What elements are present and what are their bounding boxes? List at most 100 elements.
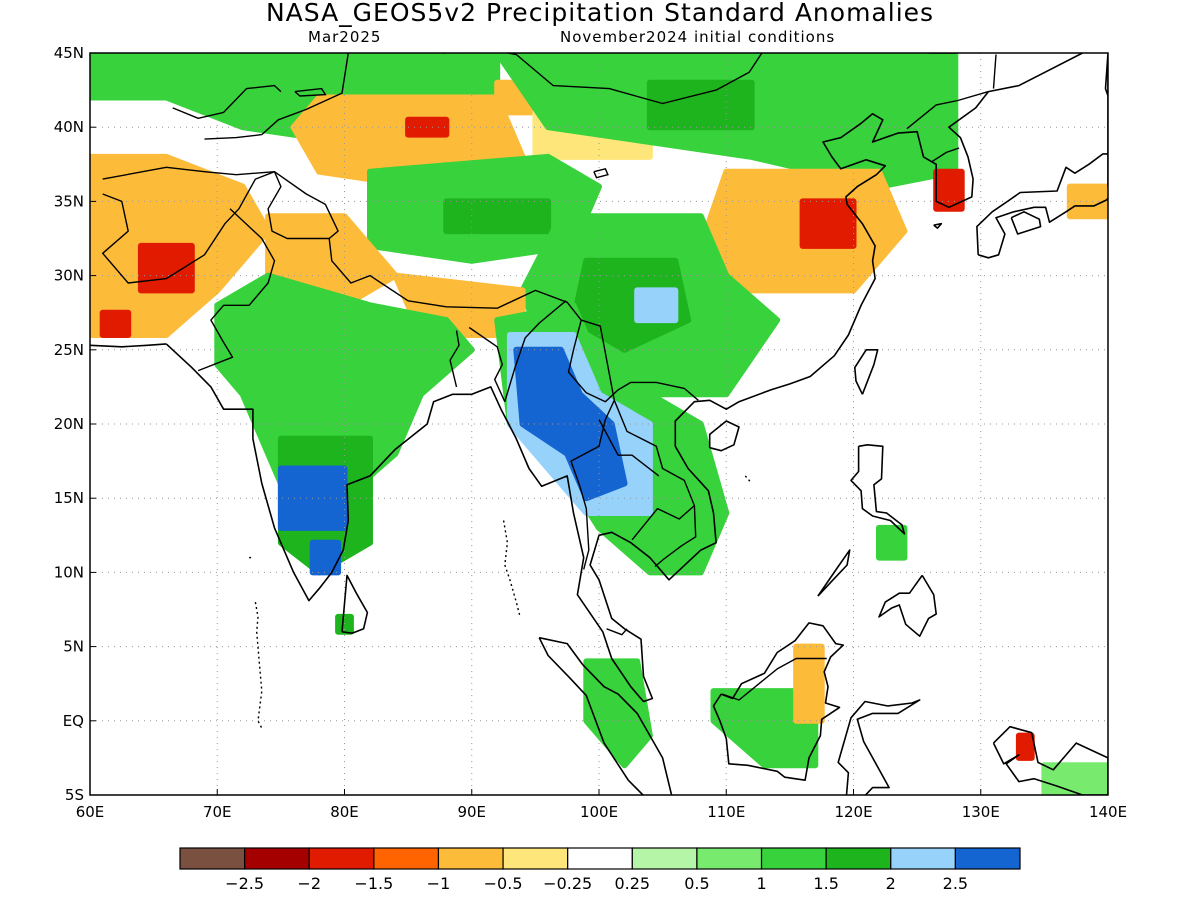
lat-tick-label: 5N	[63, 638, 84, 656]
lon-tick-label: 100E	[580, 803, 618, 821]
lat-tick-label: EQ	[63, 712, 84, 730]
lat-tick-label: 30N	[54, 267, 84, 285]
coastline	[538, 636, 673, 795]
colorbar-swatch	[179, 847, 246, 870]
country-border	[274, 171, 339, 240]
lon-tick-label: 60E	[76, 803, 105, 821]
colorbar-label: −1.5	[354, 874, 393, 893]
lat-tick-label: 10N	[54, 563, 84, 581]
country-border	[504, 300, 567, 402]
coastline	[976, 53, 1108, 259]
colorbar-swatch	[954, 847, 1021, 870]
colorbar-swatch	[437, 847, 504, 870]
coastline	[1010, 211, 1042, 235]
grid-layer	[90, 53, 1108, 795]
country-border	[654, 505, 697, 568]
lat-tick-label: 40N	[54, 118, 84, 136]
lon-tick-label: 70E	[203, 803, 232, 821]
colorbar-label: 2.5	[943, 874, 968, 893]
colorbar-swatch	[696, 847, 763, 870]
colorbar-label: 2	[886, 874, 896, 893]
anomaly-region	[1066, 183, 1108, 220]
anomaly-region	[583, 658, 653, 769]
anomaly-fill-layer	[90, 53, 1108, 795]
coastline	[817, 549, 851, 597]
coastline	[708, 420, 740, 452]
country-border	[197, 208, 276, 372]
initial-conditions-label: November2024 initial conditions	[560, 28, 836, 46]
lon-tick-label: 110E	[707, 803, 745, 821]
country-border	[468, 326, 506, 402]
lon-tick-label: 120E	[834, 803, 872, 821]
island-chain	[254, 601, 263, 729]
colorbar-swatch	[502, 847, 569, 870]
lat-tick-label: 35N	[54, 192, 84, 210]
lake-outline	[279, 53, 281, 54]
colorbar-swatch	[631, 847, 698, 870]
anomaly-region	[335, 613, 354, 635]
coastline-layer	[90, 53, 1108, 795]
colorbar-label: 1.5	[813, 874, 838, 893]
colorbar-swatch	[373, 847, 440, 870]
colorbar-label: −0.25	[543, 874, 592, 893]
country-border	[261, 53, 349, 136]
colorbar-label: 1	[756, 874, 766, 893]
anomaly-region	[793, 643, 825, 724]
colorbar-swatch	[890, 847, 956, 870]
lake-outline	[294, 87, 327, 97]
anomaly-region	[799, 198, 857, 249]
country-border	[172, 84, 282, 120]
lon-tick-label: 90E	[457, 803, 486, 821]
colorbar-label: −2	[297, 874, 321, 893]
country-border	[722, 657, 827, 701]
chart-title: NASA_GEOS5v2 Precipitation Standard Anom…	[265, 0, 935, 27]
lake-outline	[593, 167, 609, 179]
island-chain	[502, 520, 521, 618]
coastline	[165, 53, 1083, 703]
colorbar-swatch	[760, 847, 827, 870]
colorbar-swatch	[825, 847, 892, 870]
lat-tick-label: 20N	[54, 415, 84, 433]
coastline	[853, 348, 879, 395]
lat-tick-label: 5S	[65, 786, 84, 804]
colorbar-legend: −2.5 −2 −1.5 −1 −0.5 −0.25 0.25 0.5 1 1.5 2 2.5	[179, 847, 1021, 893]
country-border	[992, 54, 997, 89]
anomaly-region	[634, 287, 679, 324]
colorbar-swatch	[308, 847, 375, 870]
coastline	[933, 222, 943, 229]
coastline	[850, 443, 906, 535]
colorbar-swatch	[567, 847, 633, 870]
axis-ticks: 60E 70E 80E 90E 100E 110E 120E 130E 140E 45N 40N 35…	[54, 44, 1127, 821]
colorbar-label: −0.5	[484, 874, 523, 893]
colorbar-label: −2.5	[225, 874, 264, 893]
lon-tick-label: 130E	[962, 803, 1000, 821]
country-border	[932, 147, 960, 162]
country-border	[1107, 757, 1108, 759]
country-border	[449, 330, 460, 388]
anomaly-region	[405, 116, 450, 138]
anomaly-region	[646, 79, 755, 131]
lat-tick-label: 15N	[54, 489, 84, 507]
colorbar-label: 0.5	[684, 874, 709, 893]
anomaly-region	[443, 198, 552, 235]
country-border	[580, 319, 696, 541]
country-border	[443, 53, 763, 105]
anomaly-region	[1015, 732, 1035, 761]
anomaly-region	[309, 539, 342, 576]
country-border	[570, 400, 615, 570]
island-chain	[744, 475, 753, 484]
country-border	[606, 628, 628, 636]
colorbar-label: −1	[427, 874, 451, 893]
lat-tick-label: 25N	[54, 341, 84, 359]
country-border	[204, 133, 262, 140]
coastline	[712, 622, 845, 782]
coastline	[992, 725, 1108, 795]
coastline	[878, 574, 938, 638]
forecast-month-label: Mar2025	[308, 28, 382, 46]
anomaly-region	[137, 242, 195, 294]
coastline	[837, 699, 921, 795]
lat-tick-label: 45N	[54, 44, 84, 62]
colorbar-swatch	[244, 847, 310, 870]
country-border	[102, 166, 699, 403]
coastline	[90, 343, 167, 348]
